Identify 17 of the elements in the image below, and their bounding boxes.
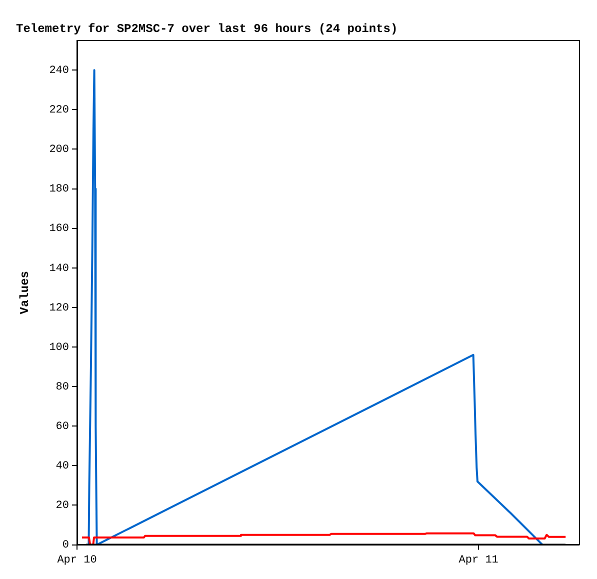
y-axis-title: Values <box>18 270 32 314</box>
y-tick-label: 80 <box>56 381 69 394</box>
chart-title: Telemetry for SP2MSC-7 over last 96 hours (24 points) <box>16 22 398 36</box>
y-tick-label: 20 <box>56 500 69 512</box>
y-tick-label: 0 <box>62 540 69 552</box>
y-tick-label: 160 <box>49 223 69 236</box>
y-tick-label: 200 <box>49 144 69 156</box>
y-tick-label: 40 <box>56 460 69 473</box>
y-tick-label: 180 <box>49 184 69 196</box>
y-tick-label: 240 <box>49 64 69 77</box>
x-tick-label: Apr 11 <box>458 554 499 566</box>
x-tick-label: Apr 10 <box>57 554 97 566</box>
y-tick-label: 220 <box>49 104 69 117</box>
y-tick-label: 60 <box>56 421 69 434</box>
y-tick-label: 100 <box>49 342 69 354</box>
y-tick-label: 140 <box>49 262 69 275</box>
y-tick-label: 120 <box>49 302 69 314</box>
